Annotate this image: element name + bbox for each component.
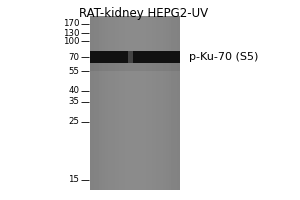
Text: 40: 40 — [68, 86, 80, 95]
Text: RAT-kidney HEPG2-UV: RAT-kidney HEPG2-UV — [80, 7, 208, 20]
Text: 70: 70 — [68, 52, 80, 62]
Text: 100: 100 — [63, 36, 80, 46]
Text: 55: 55 — [68, 66, 80, 75]
Text: 170: 170 — [63, 20, 80, 28]
Text: 35: 35 — [68, 98, 80, 106]
Text: p-Ku-70 (S5): p-Ku-70 (S5) — [189, 52, 258, 62]
Bar — [90, 51, 180, 62]
Bar — [90, 16, 180, 190]
Text: 130: 130 — [63, 28, 80, 38]
Text: 15: 15 — [68, 176, 80, 184]
Bar — [90, 62, 180, 71]
Text: 25: 25 — [68, 117, 80, 127]
Bar — [128, 51, 133, 62]
